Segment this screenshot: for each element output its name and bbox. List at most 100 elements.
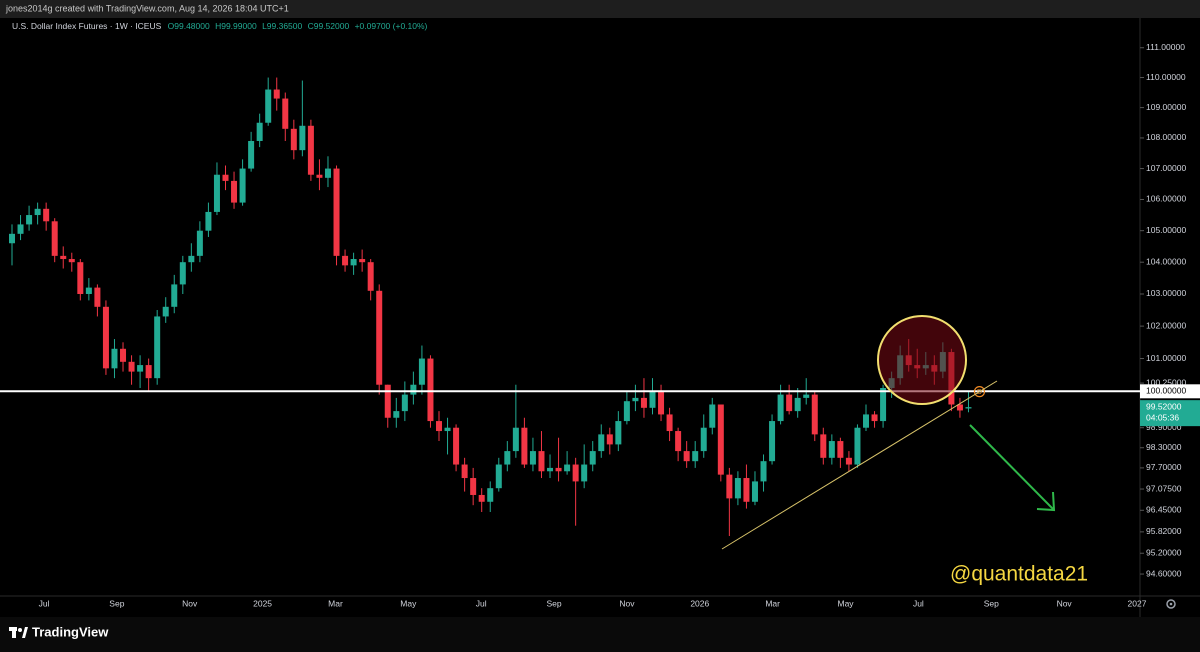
candle-body bbox=[606, 434, 613, 445]
candle-body bbox=[828, 441, 835, 458]
candle-body bbox=[231, 180, 238, 203]
candle-body bbox=[102, 306, 109, 369]
candle-body bbox=[675, 431, 682, 452]
candle-body bbox=[273, 89, 280, 99]
y-tick-label: 96.45000 bbox=[1146, 505, 1182, 515]
candle-body bbox=[572, 464, 579, 482]
y-tick-label: 103.00000 bbox=[1146, 288, 1186, 298]
candle-body bbox=[333, 168, 340, 256]
candle-body bbox=[837, 441, 844, 458]
candle-body bbox=[307, 125, 314, 175]
y-tick-label: 98.90000 bbox=[1146, 422, 1182, 432]
credit: jones2014g created with TradingView.com,… bbox=[5, 3, 289, 13]
last-price-box bbox=[1140, 400, 1200, 427]
candle-body bbox=[700, 427, 707, 452]
symbol-header: U.S. Dollar Index Futures · 1W · ICEUS O… bbox=[12, 21, 428, 31]
candle-body bbox=[77, 262, 84, 294]
candle-body bbox=[367, 262, 374, 291]
candle-body bbox=[196, 230, 203, 256]
candle-body bbox=[845, 457, 852, 465]
candle-body bbox=[777, 394, 784, 422]
candle-body bbox=[529, 451, 536, 465]
x-tick-label: 2025 bbox=[253, 598, 272, 608]
y-tick-label: 110.00000 bbox=[1146, 72, 1186, 82]
candle-body bbox=[222, 174, 229, 181]
y-tick-label: 95.20000 bbox=[1146, 547, 1182, 557]
settings-icon[interactable] bbox=[1166, 599, 1176, 609]
candle-body bbox=[598, 434, 605, 452]
y-tick-label: 94.60000 bbox=[1146, 568, 1182, 578]
candle-body bbox=[111, 348, 118, 369]
candle-body bbox=[94, 287, 101, 307]
candle-body bbox=[436, 421, 442, 432]
candle-body bbox=[60, 255, 67, 260]
candle-body bbox=[880, 388, 887, 422]
y-tick-label: 95.82000 bbox=[1146, 526, 1182, 536]
candle-body bbox=[205, 211, 212, 231]
candle-body bbox=[265, 89, 272, 123]
candle-body bbox=[359, 259, 366, 263]
candle-body bbox=[692, 451, 699, 462]
candle-body bbox=[51, 221, 58, 256]
candle-body bbox=[811, 394, 818, 435]
candle-body bbox=[342, 255, 349, 266]
candle-body bbox=[683, 451, 690, 462]
candle-body bbox=[384, 384, 391, 418]
candle-body bbox=[589, 451, 596, 465]
ohlc-high: H99.99000 bbox=[215, 21, 257, 31]
candle-body bbox=[487, 488, 494, 502]
candle-body bbox=[649, 391, 656, 408]
y-tick-label: 102.00000 bbox=[1146, 320, 1186, 330]
x-tick-label: Nov bbox=[1057, 598, 1073, 608]
candle-body bbox=[555, 467, 562, 472]
candle-body bbox=[786, 394, 793, 412]
candle-body bbox=[324, 168, 331, 178]
x-tick-label: May bbox=[838, 598, 855, 608]
ohlc-low: L99.36500 bbox=[262, 21, 302, 31]
x-tick-label: Nov bbox=[619, 598, 635, 608]
candle-body bbox=[213, 174, 220, 212]
y-tick-label: 111.00000 bbox=[1146, 42, 1185, 52]
candle-body bbox=[171, 284, 178, 307]
x-tick-label: Sep bbox=[109, 598, 124, 608]
x-tick-label: Jul bbox=[39, 598, 50, 608]
candle-body bbox=[248, 140, 255, 169]
price-line-label-box bbox=[1140, 384, 1200, 399]
candle-body bbox=[521, 427, 528, 465]
y-tick-label: 97.07500 bbox=[1146, 483, 1182, 493]
candle-body bbox=[179, 262, 186, 285]
candle-body bbox=[734, 478, 741, 499]
candle-body bbox=[393, 411, 400, 418]
candle-body bbox=[547, 467, 554, 472]
candle-body bbox=[717, 404, 724, 475]
candle-body bbox=[581, 464, 588, 482]
x-tick-label: Sep bbox=[547, 598, 562, 608]
x-tick-label: Mar bbox=[328, 598, 343, 608]
candle-body bbox=[658, 391, 665, 415]
highlight-circle bbox=[877, 315, 967, 405]
candle-body bbox=[282, 98, 289, 129]
candle-body bbox=[470, 478, 477, 495]
brand: TradingView bbox=[32, 624, 109, 639]
candle-body bbox=[794, 397, 801, 412]
candle-body bbox=[726, 474, 733, 499]
ohlc-close: C99.52000 bbox=[308, 21, 350, 31]
candle-body bbox=[376, 290, 383, 385]
x-tick-label: 2026 bbox=[690, 598, 709, 608]
candle-body bbox=[743, 478, 750, 502]
y-tick-label: 97.70000 bbox=[1146, 462, 1182, 472]
event-marker-label: D bbox=[977, 389, 982, 396]
candle-body bbox=[863, 414, 869, 428]
ohlc-open: O99.48000 bbox=[168, 21, 210, 31]
candle-body bbox=[564, 464, 571, 472]
countdown: 04:05:36 bbox=[1146, 412, 1179, 422]
candle-body bbox=[709, 404, 716, 428]
candle-body bbox=[871, 414, 878, 422]
candle-body bbox=[495, 464, 502, 489]
candle-body bbox=[504, 451, 511, 465]
price-line-label: 100.00000 bbox=[1146, 386, 1186, 396]
x-tick-label: Nov bbox=[182, 598, 198, 608]
candle-body bbox=[34, 208, 41, 216]
